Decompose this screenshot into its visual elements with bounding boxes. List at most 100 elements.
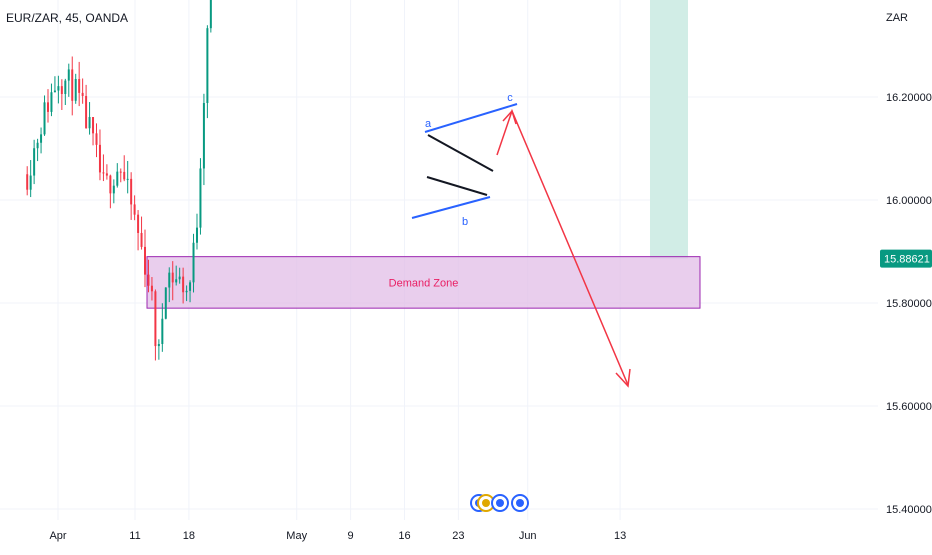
projection-arrowhead-up — [502, 109, 517, 125]
target-price-label: 15.88621 — [880, 249, 932, 268]
candle-up — [29, 175, 32, 190]
candle-down — [85, 95, 88, 129]
y-tick-label: 16.00000 — [886, 195, 932, 207]
candle-down — [60, 86, 63, 95]
candle-up — [88, 117, 91, 129]
candle-up — [36, 142, 39, 149]
candle-up — [64, 80, 67, 95]
candle-up — [202, 103, 205, 169]
demand-zone-label: Demand Zone — [389, 277, 459, 289]
candle-up — [57, 86, 60, 91]
candle-down — [92, 117, 95, 134]
x-tick-label: 9 — [348, 530, 354, 542]
candle-up — [199, 168, 202, 228]
candle-down — [81, 92, 84, 96]
candle-down — [119, 171, 122, 173]
x-tick-label: May — [286, 530, 307, 542]
events-icon-2-dot — [482, 499, 490, 507]
candle-up — [195, 227, 198, 243]
take-profit-zone — [650, 0, 688, 259]
candle-up — [161, 318, 164, 344]
candle-down — [105, 173, 108, 176]
x-tick-label: 23 — [452, 530, 464, 542]
candle-down — [109, 175, 112, 194]
target-price-label-bg — [880, 249, 932, 268]
candle-up — [74, 78, 77, 101]
x-tick-label: 16 — [398, 530, 410, 542]
events-icons[interactable] — [470, 494, 529, 512]
y-tick-label: 16.40000 — [886, 0, 932, 1]
candle-down — [95, 133, 98, 145]
target-price-label-text: 15.88621 — [884, 254, 930, 266]
x-tick-label: Jun — [519, 530, 537, 542]
candle-up — [189, 282, 192, 291]
wave-label-b: b — [462, 216, 468, 228]
y-tick-label: 16.20000 — [886, 92, 932, 104]
y-tick-label: 15.60000 — [886, 401, 932, 413]
candle-up — [126, 178, 129, 180]
candle-down — [123, 171, 126, 180]
candle-up — [168, 272, 171, 288]
triangle-lower-line[interactable] — [426, 176, 488, 196]
chart-title: EUR/ZAR, 45, OANDA — [6, 11, 128, 25]
candle-down — [102, 172, 105, 174]
candle-down — [182, 276, 185, 293]
currency-label: ZAR — [886, 12, 908, 24]
projection-arrow[interactable] — [496, 108, 629, 386]
candle-up — [112, 185, 115, 194]
candle-up — [40, 134, 43, 143]
candle-up — [206, 28, 209, 104]
candle-up — [175, 279, 178, 283]
candle-down — [137, 214, 140, 233]
candle-down — [154, 291, 157, 347]
wave-label-c: c — [507, 92, 513, 104]
projection-arrowhead-down — [615, 368, 631, 388]
price-axis[interactable]: 17.4000017.2000017.0000016.8000016.60000… — [878, 0, 932, 550]
price-labels: 17.2532217.0299916.7916042:2715.88621 — [880, 249, 932, 268]
candle-down — [171, 272, 174, 283]
candle-down — [46, 102, 49, 112]
x-tick-label: 11 — [129, 530, 140, 542]
y-tick-label: 15.80000 — [886, 298, 932, 310]
x-tick-label: Apr — [49, 530, 66, 542]
candle-down — [133, 204, 136, 215]
candle-down — [147, 274, 150, 286]
events-icon-3-dot — [516, 499, 524, 507]
candle-down — [98, 144, 101, 173]
candle-up — [157, 343, 160, 347]
channel-lower-line[interactable] — [411, 196, 491, 219]
candle-down — [130, 178, 133, 205]
candles — [26, 0, 212, 361]
y-tick-label: 15.40000 — [886, 504, 932, 516]
events-icon-3-dot — [496, 499, 504, 507]
demand-zone-rect[interactable] — [146, 256, 701, 309]
position-zones — [650, 0, 688, 259]
channel-upper-line[interactable] — [424, 103, 518, 133]
x-tick-label: 18 — [183, 530, 195, 542]
candle-up — [43, 102, 46, 135]
candle-up — [192, 242, 195, 283]
x-tick-label: 13 — [614, 530, 626, 542]
drawings[interactable]: a b c — [313, 0, 631, 388]
candle-down — [78, 78, 81, 93]
candle-up — [53, 90, 56, 93]
candle-up — [209, 0, 212, 29]
candle-up — [178, 276, 181, 280]
candle-up — [33, 148, 36, 176]
candle-up — [50, 92, 53, 112]
demand-zone[interactable]: Demand Zone — [146, 256, 701, 309]
candle-up — [164, 287, 167, 319]
candle-up — [116, 171, 119, 186]
wave-label-a: a — [425, 118, 432, 130]
time-axis[interactable]: Apr 11 18 May 9 16 23 Jun 13 — [49, 530, 626, 542]
price-axis-bg — [878, 0, 932, 550]
candle-down — [140, 232, 143, 247]
triangle-upper-line[interactable] — [427, 134, 494, 172]
candle-down — [144, 246, 147, 275]
candle-down — [26, 174, 29, 190]
candle-up — [67, 69, 70, 81]
candle-down — [71, 69, 74, 101]
candle-up — [185, 290, 188, 293]
candle-down — [150, 285, 153, 292]
